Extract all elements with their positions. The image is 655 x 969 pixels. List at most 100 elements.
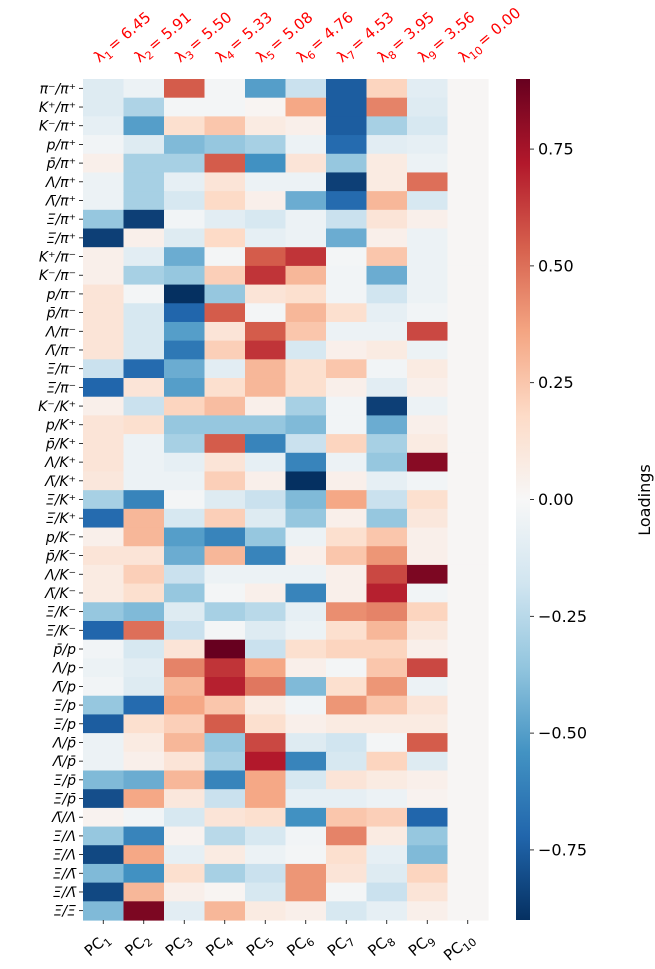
heatmap-cell xyxy=(164,583,206,603)
heatmap-cell xyxy=(245,639,287,659)
heatmap-cell xyxy=(83,340,125,360)
heatmap-cell xyxy=(164,153,206,174)
heatmap-cell xyxy=(164,714,206,734)
heatmap-cell xyxy=(285,807,327,828)
heatmap-cell xyxy=(366,471,408,491)
heatmap-cell xyxy=(245,658,287,678)
heatmap-cell xyxy=(83,733,125,753)
heatmap-cell xyxy=(204,845,246,865)
heatmap-cell xyxy=(326,415,368,435)
heatmap-cell xyxy=(83,135,125,155)
heatmap-cell xyxy=(407,639,449,659)
heatmap-cell xyxy=(245,153,287,174)
heatmap-cell xyxy=(123,247,165,267)
heatmap-cell xyxy=(285,658,327,678)
heatmap-cell xyxy=(164,789,206,809)
heatmap-cell xyxy=(245,527,287,547)
heatmap-cell xyxy=(326,471,368,491)
heatmap-cell xyxy=(366,658,408,678)
heatmap-cell xyxy=(285,79,327,99)
heatmap-cell xyxy=(245,602,287,622)
heatmap-cell xyxy=(366,228,408,248)
heatmap-cell xyxy=(326,452,368,473)
heatmap-cell xyxy=(164,508,206,529)
heatmap-cell xyxy=(164,284,206,304)
heatmap-cell xyxy=(245,359,287,379)
heatmap-cell xyxy=(366,434,408,454)
heatmap-cell xyxy=(366,564,408,585)
heatmap-cell xyxy=(326,116,368,136)
heatmap-cell xyxy=(83,882,125,902)
heatmap-cell xyxy=(366,191,408,211)
heatmap-cell xyxy=(123,116,165,136)
heatmap-cell xyxy=(326,97,368,117)
heatmap-cell xyxy=(83,826,125,846)
heatmap-cell xyxy=(164,209,206,230)
heatmap-cell xyxy=(245,882,287,902)
row-label: Ξ̄/Ξ xyxy=(54,904,77,920)
heatmap-cell xyxy=(407,359,449,379)
heatmap-cell xyxy=(447,733,489,753)
heatmap-cell xyxy=(326,284,368,304)
row-label: Ξ̄/p xyxy=(54,717,77,733)
heatmap-cell xyxy=(204,639,246,659)
heatmap-cell xyxy=(285,733,327,753)
column-label: PC8 xyxy=(364,929,398,962)
heatmap-cell xyxy=(285,116,327,136)
column-label: PC5 xyxy=(243,929,277,962)
row-label: Λ̄/p xyxy=(52,679,76,695)
heatmap-cell xyxy=(123,733,165,753)
row-label: Ξ/K⁻ xyxy=(46,605,76,621)
heatmap-cell xyxy=(164,639,206,659)
heatmap-cell xyxy=(83,751,125,772)
heatmap-cell xyxy=(326,527,368,547)
row-label: p̄/K⁻ xyxy=(45,549,76,565)
heatmap-cell xyxy=(164,396,206,416)
colorbar-tick-label: −0.25 xyxy=(538,607,587,626)
heatmap-cell xyxy=(366,583,408,603)
heatmap-cell xyxy=(204,247,246,267)
heatmap-cell xyxy=(366,284,408,304)
heatmap-cell xyxy=(326,396,368,416)
heatmap-cell xyxy=(245,452,287,473)
heatmap-cell xyxy=(83,284,125,304)
heatmap-cell xyxy=(83,714,125,734)
heatmap-cell xyxy=(245,620,287,641)
heatmap-cell xyxy=(285,303,327,323)
row-label: Ξ/π⁻ xyxy=(47,362,76,378)
heatmap-cell xyxy=(123,901,165,921)
heatmap-cell xyxy=(204,583,246,603)
heatmap-cell xyxy=(285,471,327,491)
heatmap-cell xyxy=(245,172,287,192)
heatmap-cell xyxy=(326,228,368,248)
row-label: p̄/π⁺ xyxy=(46,156,76,172)
heatmap-cell xyxy=(204,901,246,921)
heatmap-cell xyxy=(366,490,408,510)
heatmap-cell xyxy=(204,321,246,342)
heatmap-cell xyxy=(366,415,408,435)
colorbar-tick-label: 0.00 xyxy=(538,490,574,509)
heatmap-cell xyxy=(123,583,165,603)
row-label: Λ/p xyxy=(52,661,76,677)
row-label: Λ/π⁻ xyxy=(45,324,76,340)
row-label: Ξ̄/K⁻ xyxy=(46,623,76,639)
row-label: Ξ/p̄ xyxy=(54,773,77,789)
heatmap-cell xyxy=(366,807,408,828)
heatmap-cell xyxy=(407,97,449,117)
heatmap-cell xyxy=(204,882,246,902)
heatmap-cell xyxy=(123,378,165,398)
heatmap-cell xyxy=(83,79,125,99)
column-label: PC9 xyxy=(405,929,439,962)
heatmap-cell xyxy=(164,434,206,454)
heatmap-cell xyxy=(366,97,408,117)
heatmap-cell xyxy=(326,695,368,716)
heatmap-cell xyxy=(245,789,287,809)
heatmap-cell xyxy=(164,378,206,398)
heatmap-cell xyxy=(447,228,489,248)
heatmap-cell xyxy=(447,751,489,772)
heatmap-cell xyxy=(366,527,408,547)
heatmap-cell xyxy=(447,527,489,547)
heatmap-cell xyxy=(447,378,489,398)
heatmap-cell xyxy=(285,321,327,342)
heatmap-cell xyxy=(447,845,489,865)
